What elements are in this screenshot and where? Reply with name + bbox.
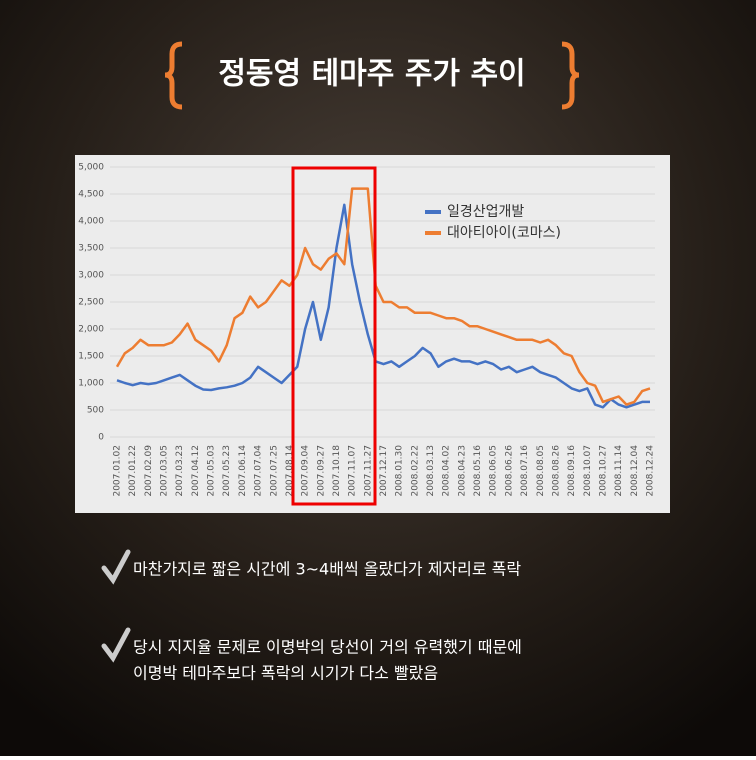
x-tick-label: 2007.12.17 bbox=[379, 445, 389, 497]
y-tick-label: 1,000 bbox=[78, 379, 104, 389]
y-tick-label: 4,000 bbox=[78, 217, 104, 227]
x-tick-label: 2008.05.16 bbox=[473, 445, 483, 497]
x-tick-label: 2007.01.02 bbox=[113, 445, 123, 497]
x-tick-label: 2007.09.27 bbox=[316, 445, 326, 497]
y-tick-label: 1,500 bbox=[78, 352, 104, 362]
y-tick-label: 5,000 bbox=[78, 163, 104, 173]
y-tick-label: 3,000 bbox=[78, 271, 104, 281]
note-text: 마찬가지로 짧은 시간에 3~4배씩 올랐다가 제자리로 폭락 bbox=[133, 560, 521, 579]
x-tick-label: 2007.10.18 bbox=[332, 445, 342, 497]
legend-label: 대아티아이(코마스) bbox=[447, 225, 561, 241]
x-tick-label: 2007.01.22 bbox=[128, 445, 138, 497]
x-tick-label: 2008.07.16 bbox=[520, 445, 530, 497]
note-text: 당시 지지율 문제로 이명박의 당선이 거의 유력했기 때문에 bbox=[133, 638, 522, 657]
x-tick-label: 2007.08.14 bbox=[285, 445, 295, 497]
x-tick-label: 2007.07.04 bbox=[254, 445, 264, 497]
x-tick-label: 2008.03.13 bbox=[426, 445, 436, 497]
x-tick-label: 2008.06.05 bbox=[489, 445, 499, 497]
x-tick-label: 2008.08.26 bbox=[551, 445, 561, 497]
x-tick-label: 2008.09.16 bbox=[567, 445, 577, 497]
x-tick-label: 2007.05.23 bbox=[222, 445, 232, 497]
y-tick-label: 2,000 bbox=[78, 325, 104, 335]
y-tick-label: 2,500 bbox=[78, 298, 104, 308]
x-tick-label: 2007.07.25 bbox=[269, 445, 279, 497]
bracket-right bbox=[561, 41, 580, 110]
x-tick-label: 2007.06.14 bbox=[238, 445, 248, 497]
highlight-box bbox=[291, 166, 377, 506]
x-tick-label: 2008.10.27 bbox=[598, 445, 608, 497]
x-tick-label: 2008.12.04 bbox=[630, 445, 640, 497]
x-tick-label: 2008.06.26 bbox=[504, 445, 514, 497]
x-tick-label: 2007.03.05 bbox=[160, 445, 170, 497]
x-tick-label: 2007.03.23 bbox=[175, 445, 185, 497]
x-tick-label: 2008.11.14 bbox=[614, 445, 624, 497]
series-line bbox=[115, 187, 651, 406]
x-tick-label: 2007.04.12 bbox=[191, 445, 201, 497]
chart: 0 500 1,000 1,500 2,000 2,500 3,000 3,500 4,000 4… bbox=[78, 163, 655, 497]
x-tick-label: 2008.04.23 bbox=[457, 445, 467, 497]
check-icon bbox=[101, 627, 131, 663]
x-tick-label: 2008.08.05 bbox=[536, 445, 546, 497]
x-tick-label: 2007.02.09 bbox=[144, 445, 154, 497]
chart-panel bbox=[75, 155, 670, 513]
y-tick-label: 4,500 bbox=[78, 190, 104, 200]
y-tick-label: 3,500 bbox=[78, 244, 104, 254]
x-tick-label: 2008.01.30 bbox=[395, 445, 405, 497]
check-icon bbox=[101, 549, 131, 585]
series-line bbox=[116, 203, 650, 409]
x-tick-label: 2008.12.24 bbox=[646, 445, 656, 497]
x-tick-label: 2008.10.07 bbox=[583, 445, 593, 497]
x-tick-label: 2008.02.22 bbox=[410, 445, 420, 497]
bracket-left bbox=[164, 41, 183, 110]
y-tick-label: 500 bbox=[87, 406, 104, 416]
x-tick-label: 2007.05.03 bbox=[207, 445, 217, 497]
x-tick-label: 2008.04.02 bbox=[442, 445, 452, 497]
note-text: 이명박 테마주보다 폭락의 시기가 다소 빨랐음 bbox=[133, 664, 438, 683]
legend-label: 일경산업개발 bbox=[447, 204, 524, 220]
x-tick-label: 2007.11.27 bbox=[363, 445, 373, 497]
x-tick-label: 2007.09.04 bbox=[301, 445, 311, 497]
y-tick-label: 0 bbox=[98, 433, 104, 443]
title: 정동영 테마주 주가 추이 bbox=[218, 57, 525, 92]
x-tick-label: 2007.11.07 bbox=[348, 445, 358, 497]
